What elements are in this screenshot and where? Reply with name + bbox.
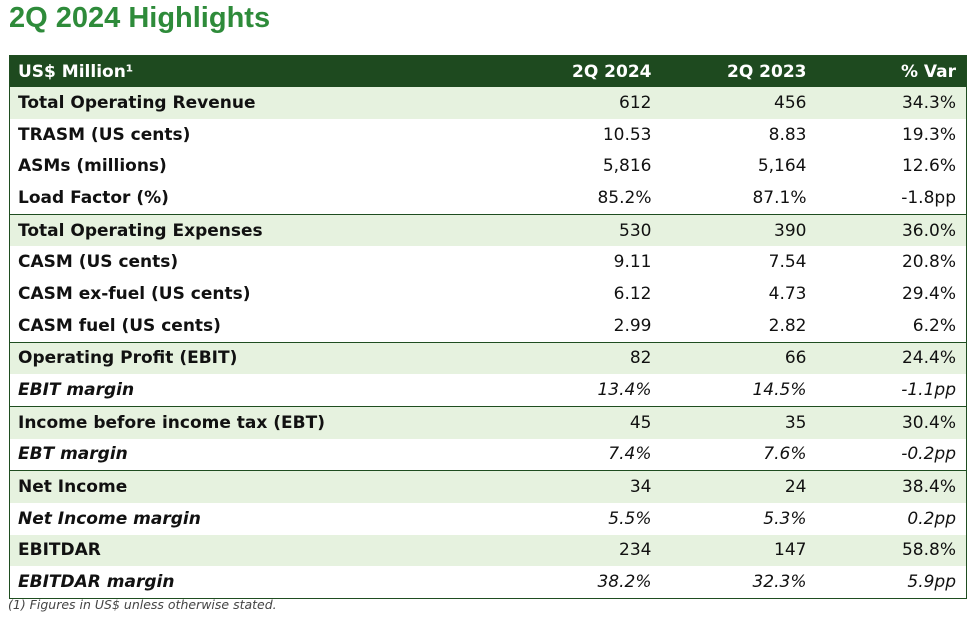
table-cell: 30.4% [816,405,967,439]
row-label: TRASM (US cents) [18,124,191,145]
row-label: Total Operating Revenue [9,87,480,119]
row-label: Load Factor (%) [18,187,169,208]
header-row: US$ Million¹ 2Q 2024 2Q 2023% Var [9,55,967,87]
table-cell: 5,816 [602,156,652,177]
table-cell: 7.4% [608,444,652,465]
table-cell: 456 [661,87,817,119]
table-row: Total Operating Revenue 612 456 34.3% [9,87,967,119]
table-cell: 34 [479,470,662,503]
table-row: Operating Profit (EBIT) 82 66 24.4% [9,341,967,375]
row-label: EBIT margin [18,380,135,401]
table-cell: 38.4% [816,470,967,503]
table-cell: 7.54 [768,252,807,273]
table-cell: -1.8pp [901,187,956,208]
row-label: Operating Profit (EBIT) [9,341,480,375]
table-cell: 5.9pp [907,572,956,593]
table-cell: 6.12 [613,283,652,304]
table-cell: -0.2pp [901,444,956,465]
table-cell: 10.53 [602,124,652,145]
table-cell: 0.2pp [907,508,956,529]
table-cell: 66 [661,341,817,375]
table-cell: 390 [661,213,817,247]
table-cell: 2.99 [613,315,652,336]
table-row: TRASM (US cents) 10.53 8.83 19.3% [10,119,967,151]
table-cell: 45 [479,405,662,439]
table-cell: 85.2% [597,187,652,208]
table-cell: 29.4% [901,283,956,304]
table-cell: 82 [479,341,662,375]
table-row: Total Operating Expenses 530 390 36.0% [9,213,967,247]
table-cell: 32.3% [752,572,807,593]
table-row: ASMs (millions) 5,816 5,164 12.6% [10,150,967,182]
table-row: Net Income margin 5.5% 5.3% 0.2pp [10,503,967,535]
table-cell: 530 [479,213,662,247]
table-cell: 8.83 [768,124,807,145]
table-row: Load Factor (%) 85.2% 87.1% -1.8pp [10,182,967,214]
row-label: Net Income margin [18,508,201,529]
table-cell: 24.4% [816,341,967,375]
table-cell: 13.4% [597,380,652,401]
column-header: 2Q 2023 [661,55,817,87]
page-title: 2Q 2024 Highlights [9,2,271,34]
row-label: Net Income [9,470,480,503]
table-cell: 5.5% [608,508,652,529]
row-label: CASM ex-fuel (US cents) [18,283,251,304]
table-cell: 24 [661,470,817,503]
table-cell: 147 [661,534,817,567]
table-cell: 612 [479,87,662,119]
table-row: CASM (US cents) 9.11 7.54 20.8% [10,246,967,278]
table-cell: 234 [479,534,662,567]
table-cell: 9.11 [613,252,652,273]
table-cell: 5,164 [757,156,807,177]
table-row: Income before income tax (EBT) 45 35 30.4% [9,405,967,439]
table-cell: -1.1pp [901,380,956,401]
row-label: CASM (US cents) [18,252,179,273]
row-label: CASM fuel (US cents) [18,315,221,336]
table-cell: 14.5% [752,380,807,401]
row-label: EBITDAR [9,534,480,567]
table-cell: 4.73 [768,283,807,304]
column-header: 2Q 2024 [479,55,662,87]
table-cell: 12.6% [901,156,956,177]
table-row: CASM ex-fuel (US cents) 6.12 4.73 29.4% [10,278,967,310]
table-cell: 7.6% [763,444,807,465]
row-label: EBT margin [18,444,128,465]
row-label: ASMs (millions) [18,156,167,177]
table-row: Net Income 34 24 38.4% [9,470,967,503]
table-cell: 34.3% [816,87,967,119]
row-label: Income before income tax (EBT) [9,405,480,439]
table-cell: 6.2% [912,315,956,336]
table-cell: 36.0% [816,213,967,247]
table-cell: 5.3% [763,508,807,529]
row-label: Total Operating Expenses [9,213,480,247]
column-header: US$ Million¹ [9,55,480,87]
table-row: EBIT margin 13.4% 14.5% -1.1pp [10,374,967,406]
table-row: EBITDAR 234 147 58.8% [9,534,967,567]
table-cell: 19.3% [901,124,956,145]
table-row: EBT margin 7.4% 7.6% -0.2pp [10,439,967,471]
row-label: EBITDAR margin [18,572,175,593]
table-row: CASM fuel (US cents) 2.99 2.82 6.2% [10,310,967,342]
table-cell: 87.1% [752,187,807,208]
table-body: Total Operating Revenue 612 456 34.3% TRASM … [9,87,967,599]
table-cell: 58.8% [816,534,967,567]
table-cell: 38.2% [597,572,652,593]
column-header: % Var [816,55,967,87]
highlights-table: US$ Million¹ 2Q 2024 2Q 2023% Var Total Op… [9,55,967,599]
footnote: (1) Figures in US$ unless otherwise stat… [8,597,277,612]
table-cell: 2.82 [768,315,807,336]
table-cell: 20.8% [901,252,956,273]
table-cell: 35 [661,405,817,439]
table-row: EBITDAR margin 38.2% 32.3% 5.9pp [10,566,967,598]
